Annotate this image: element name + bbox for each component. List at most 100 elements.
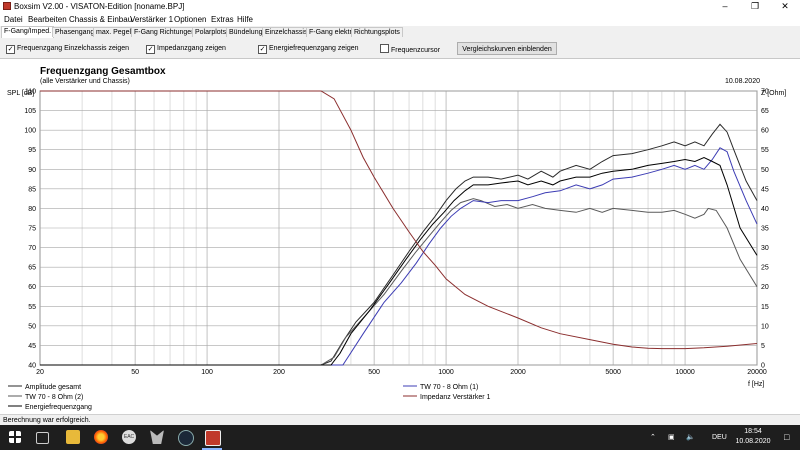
checkbox-einzelchassis[interactable]: ✓ Frequenzgang Einzelchassis zeigen: [6, 44, 129, 54]
tab-f-gang-richtungen[interactable]: F-Gang Richtungen: [131, 27, 199, 37]
language-indicator[interactable]: DEU: [712, 434, 727, 441]
x-tick-label: 2000: [510, 369, 526, 376]
tab-polarplots[interactable]: Polarplots: [192, 27, 230, 37]
menu-optionen[interactable]: Optionen: [174, 15, 207, 24]
checkbox-frequenzcursor-box[interactable]: [380, 44, 389, 53]
legend-tw70-2: TW 70 - 8 Ohm (2): [25, 394, 83, 401]
y-tick-label: 45: [28, 343, 36, 350]
y-tick-label: 95: [28, 147, 36, 154]
chart-date: 10.08.2020: [725, 78, 760, 85]
network-icon[interactable]: ▣: [668, 434, 675, 441]
checkbox-impedanzgang[interactable]: ✓ Impedanzgang zeigen: [146, 44, 226, 54]
volume-icon[interactable]: 🔈: [686, 434, 695, 441]
y-tick-label: 75: [28, 226, 36, 233]
y-tick-label: 110: [25, 89, 36, 96]
close-button[interactable]: ✕: [781, 1, 789, 11]
active-app-indicator: [202, 448, 222, 450]
status-bar: Berechnung war erfolgreich.: [0, 414, 800, 426]
checkbox-einzelchassis-box[interactable]: ✓: [6, 45, 15, 54]
y-tick-label: 70: [28, 245, 36, 252]
vergleichskurven-button[interactable]: Vergleichskurven einblenden: [457, 42, 557, 55]
menu-extras[interactable]: Extras: [211, 15, 234, 24]
chevron-up-icon[interactable]: ⌃: [650, 434, 656, 441]
checkbox-energiefrequenzgang-label: Energiefrequenzgang zeigen: [269, 45, 359, 52]
file-explorer-icon[interactable]: [66, 430, 80, 444]
x-tick-label: 1000: [438, 369, 454, 376]
menu-bar: Datei Bearbeiten Chassis & Einbau Verstä…: [0, 13, 800, 26]
menu-verstaerker[interactable]: Verstärker 1: [130, 15, 174, 24]
y-tick-label: 55: [28, 304, 36, 311]
chart-series: [40, 90, 758, 366]
legend-energiefrequenzgang: Energiefrequenzgang: [25, 404, 92, 411]
x-tick-label: 10000: [675, 369, 695, 376]
chart-panel: Frequenzgang Gesamtbox (alle Verstärker …: [0, 58, 800, 415]
y2-axis-label: Z [Ohm]: [761, 90, 786, 97]
y-tick-label: 50: [28, 323, 36, 330]
legend-amplitude-gesamt: Amplitude gesamt: [25, 384, 81, 391]
y2-tick-label: 35: [761, 226, 769, 233]
tab-buendelung[interactable]: Bündelung: [226, 27, 266, 37]
options-bar: ✓ Frequenzgang Einzelchassis zeigen ✓ Impe…: [0, 38, 800, 58]
checkbox-frequenzcursor[interactable]: Frequenzcursor: [380, 44, 440, 55]
tab-max-pegel[interactable]: max. Pegel: [93, 27, 135, 37]
y2-tick-label: 5: [761, 343, 765, 350]
x-tick-label: 50: [131, 369, 139, 376]
window-title: Boxsim V2.00 - VISATON-Edition [noname.B…: [14, 2, 185, 11]
minimize-button[interactable]: –: [722, 1, 728, 11]
tab-bar: F-Gang/Imped. Phasengang max. Pegel F-Ga…: [0, 26, 800, 39]
menu-datei[interactable]: Datei: [4, 15, 23, 24]
series-line-tw-70-8-ohm-2: [40, 198, 758, 366]
y2-tick-label: 70: [761, 89, 769, 96]
clock-time: 18:54: [744, 428, 762, 435]
menu-bearbeiten[interactable]: Bearbeiten: [28, 15, 67, 24]
eac-icon[interactable]: EAC: [122, 430, 136, 444]
chart-grid: [39, 90, 758, 366]
x-tick-label: 500: [368, 369, 380, 376]
y-tick-label: 65: [28, 265, 36, 272]
start-icon[interactable]: [9, 431, 21, 443]
y-tick-label: 80: [28, 206, 36, 213]
checkbox-impedanzgang-box[interactable]: ✓: [146, 45, 155, 54]
firefox-icon[interactable]: [94, 430, 108, 444]
y-tick-label: 100: [24, 128, 36, 135]
boxsim-icon[interactable]: [205, 430, 221, 446]
y2-tick-label: 55: [761, 147, 769, 154]
y2-tick-label: 60: [761, 128, 769, 135]
x-axis-label: f [Hz]: [748, 381, 764, 388]
tab-f-gang-imped[interactable]: F-Gang/Imped.: [1, 26, 55, 38]
task-view-icon[interactable]: [36, 432, 49, 444]
chart-title: Frequenzgang Gesamtbox: [40, 66, 166, 77]
y2-tick-label: 15: [761, 304, 769, 311]
y-tick-label: 40: [28, 363, 36, 370]
series-line-energiefrequenzgang: [40, 156, 758, 366]
frequency-response-chart: Frequenzgang Gesamtbox (alle Verstärker …: [7, 66, 786, 411]
chart-ticks: 20 50 100 200 500 1000 2000 5000 10000 2000040455…: [24, 89, 769, 377]
checkbox-energiefrequenzgang[interactable]: ✓ Energiefrequenzgang zeigen: [258, 44, 359, 54]
tab-f-gang-elektr[interactable]: F-Gang elektr.: [306, 27, 357, 37]
series-line-tw-70-8-ohm-1: [40, 147, 758, 366]
y2-tick-label: 25: [761, 265, 769, 272]
checkbox-energiefrequenzgang-box[interactable]: ✓: [258, 45, 267, 54]
chart-subtitle: (alle Verstärker und Chassis): [40, 78, 130, 85]
tab-einzelchassis[interactable]: Einzelchassis: [262, 27, 311, 37]
title-bar: Boxsim V2.00 - VISATON-Edition [noname.B…: [0, 0, 800, 13]
tab-richtungsplots[interactable]: Richtungsplots: [351, 27, 403, 37]
app-icon[interactable]: [150, 430, 164, 444]
clock[interactable]: 18:54 10.08.2020: [733, 427, 773, 447]
series-line-amplitude-gesamt: [40, 123, 758, 366]
y2-tick-label: 65: [761, 108, 769, 115]
x-tick-label: 20000: [747, 369, 767, 376]
notification-icon[interactable]: □: [784, 432, 790, 442]
series-line-impedanz-verst-rker-1: [40, 90, 758, 350]
menu-hilfe[interactable]: Hilfe: [237, 15, 254, 24]
y2-tick-label: 50: [761, 167, 769, 174]
tab-phasengang[interactable]: Phasengang: [52, 27, 98, 37]
menu-chassis-einbau[interactable]: Chassis & Einbau: [69, 15, 133, 24]
restore-button[interactable]: ❐: [750, 1, 760, 11]
boxsim-app-icon: [3, 2, 11, 10]
y2-tick-label: 0: [761, 363, 765, 370]
x-tick-label: 100: [201, 369, 213, 376]
checkbox-einzelchassis-label: Frequenzgang Einzelchassis zeigen: [17, 45, 130, 52]
steam-icon[interactable]: [178, 430, 194, 446]
y-tick-label: 105: [24, 108, 36, 115]
